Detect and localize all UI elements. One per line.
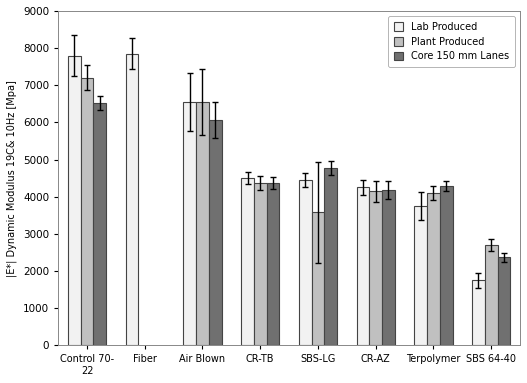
Bar: [311, 213, 324, 345]
Bar: [68, 56, 81, 345]
Bar: [440, 186, 453, 345]
Bar: [357, 187, 369, 345]
Bar: [81, 78, 93, 345]
Bar: [126, 54, 139, 345]
Bar: [183, 102, 196, 345]
Bar: [209, 120, 221, 345]
Bar: [196, 102, 209, 345]
Bar: [93, 103, 106, 345]
Bar: [267, 183, 279, 345]
Bar: [254, 183, 267, 345]
Bar: [427, 193, 440, 345]
Bar: [414, 206, 427, 345]
Y-axis label: |E*| Dynamic Modulus 19C& 10Hz [Mpa]: |E*| Dynamic Modulus 19C& 10Hz [Mpa]: [7, 80, 17, 277]
Bar: [382, 190, 395, 345]
Bar: [497, 257, 510, 345]
Bar: [485, 245, 497, 345]
Bar: [299, 180, 311, 345]
Bar: [241, 178, 254, 345]
Bar: [472, 280, 485, 345]
Bar: [369, 191, 382, 345]
Bar: [324, 168, 337, 345]
Legend: Lab Produced, Plant Produced, Core 150 mm Lanes: Lab Produced, Plant Produced, Core 150 m…: [388, 16, 515, 67]
